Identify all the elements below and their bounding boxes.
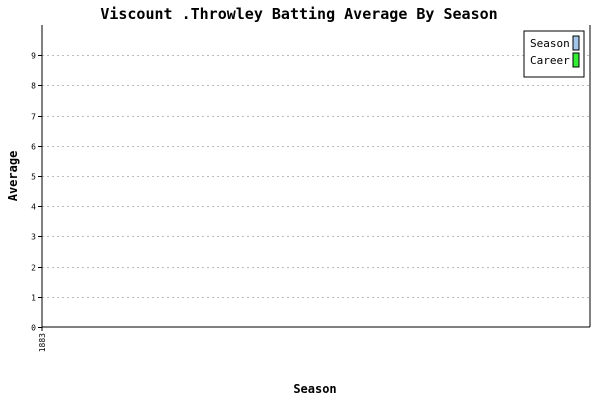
chart-title: Viscount .Throwley Batting Average By Se… [100,5,497,23]
y-tick-label: 3 [31,233,36,242]
y-tick-label: 6 [31,143,36,152]
x-tick-label: 1883 [38,333,47,352]
y-axis-title: Average [6,151,20,202]
grid-lines [42,55,590,298]
y-tick-label: 0 [31,324,36,333]
y-tick-label: 8 [31,82,36,91]
y-tick-label: 5 [31,173,36,182]
legend: Season Career [523,30,585,78]
legend-label-career: Career [530,54,570,67]
y-tick-label: 2 [31,264,36,273]
y-ticks: 0 1 2 3 4 5 6 7 8 9 [31,52,42,333]
legend-swatch-career [572,52,580,68]
y-tick-label: 7 [31,113,36,122]
y-tick-label: 1 [31,294,36,303]
y-tick-label: 4 [31,203,36,212]
x-axis-title: Season [293,382,336,396]
legend-swatch-season [572,35,580,51]
legend-label-season: Season [530,37,570,50]
x-ticks: 1883 [38,327,47,352]
plot-area: 0 1 2 3 4 5 6 7 8 9 1883 [31,25,591,352]
y-tick-label: 9 [31,52,36,61]
